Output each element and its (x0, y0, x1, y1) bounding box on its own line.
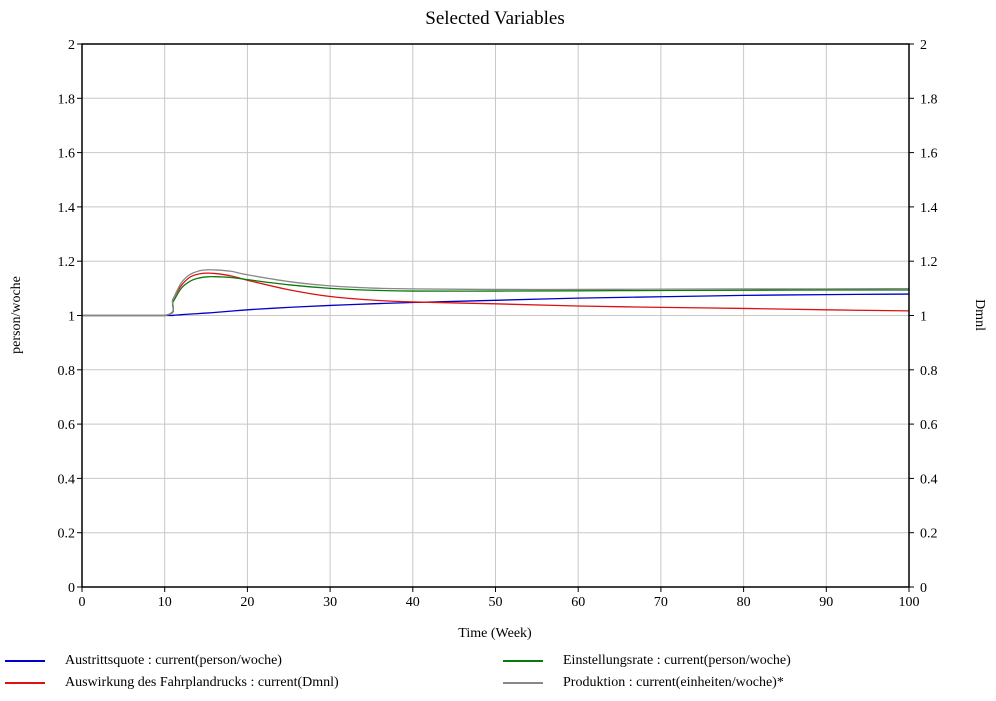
legend-label: Austrittsquote : current(person/woche) (65, 653, 282, 668)
x-tick-label: 30 (323, 595, 337, 610)
x-tick-label: 20 (240, 595, 254, 610)
y-tick-label-left: 1.2 (58, 255, 76, 270)
y-tick-label-right: 1 (920, 310, 927, 325)
series-line-4 (82, 269, 910, 317)
legend-label: Auswirkung des Fahrplandrucks : current(… (65, 675, 339, 690)
y-tick-label-right: 1.6 (920, 147, 938, 162)
y-axis-right-ticks: 0 0.2 0.4 0.6 0.8 1 1.2 1.4 1.6 1.8 2 (909, 38, 938, 596)
legend-item: Austrittsquote : current(person/woche) (5, 650, 282, 672)
y-tick-label-left: 0.4 (58, 472, 76, 487)
y-tick-label-right: 0.6 (920, 418, 938, 433)
y-tick-label-right: 0.8 (920, 364, 938, 379)
x-axis-label: Time (Week) (458, 626, 532, 641)
series-layer (82, 269, 910, 317)
x-tick-label: 70 (654, 595, 668, 610)
y-tick-label-left: 2 (68, 38, 75, 53)
legend: Austrittsquote : current(person/woche) A… (0, 650, 996, 696)
grid (81, 43, 910, 588)
x-tick-label: 10 (158, 595, 172, 610)
legend-swatch (503, 660, 543, 662)
series-line-3 (82, 275, 910, 317)
x-axis-ticks: 0 10 20 30 40 50 60 70 80 90 100 (79, 587, 920, 610)
legend-item: Einstellungsrate : current(person/woche) (503, 650, 791, 672)
legend-swatch (5, 682, 45, 684)
chart-title: Selected Variables (425, 8, 564, 29)
y-tick-label-right: 1.8 (920, 92, 938, 107)
y-axis-left-label: person/woche (9, 276, 24, 354)
y-tick-label-left: 1.4 (58, 201, 76, 216)
legend-label: Produktion : current(einheiten/woche)* (563, 675, 784, 690)
y-tick-label-left: 0.6 (58, 418, 76, 433)
x-tick-label: 40 (406, 595, 420, 610)
x-tick-label: 90 (819, 595, 833, 610)
legend-item: Produktion : current(einheiten/woche)* (503, 672, 784, 694)
legend-label: Einstellungsrate : current(person/woche) (563, 653, 791, 668)
y-tick-label-left: 0 (68, 581, 75, 596)
legend-swatch (503, 682, 543, 684)
y-tick-label-left: 1.8 (58, 92, 76, 107)
legend-swatch (5, 660, 45, 662)
y-tick-label-left: 1.6 (58, 147, 76, 162)
x-tick-label: 0 (79, 595, 86, 610)
y-tick-label-left: 1 (68, 310, 75, 325)
y-tick-label-right: 0 (920, 581, 927, 596)
y-axis-right-label: Dmnl (972, 299, 987, 331)
y-axis-left-ticks: 0 0.2 0.4 0.6 0.8 1 1.2 1.4 1.6 1.8 2 (58, 38, 82, 596)
y-tick-label-right: 1.2 (920, 255, 938, 270)
y-tick-label-right: 2 (920, 38, 927, 53)
x-tick-label: 60 (571, 595, 585, 610)
y-tick-label-left: 0.2 (58, 527, 76, 542)
y-tick-label-right: 0.2 (920, 527, 938, 542)
y-tick-label-right: 1.4 (920, 201, 938, 216)
legend-item: Auswirkung des Fahrplandrucks : current(… (5, 672, 339, 694)
y-tick-label-right: 0.4 (920, 472, 938, 487)
series-line-2 (82, 272, 910, 317)
x-tick-label: 100 (899, 595, 920, 610)
x-tick-label: 80 (737, 595, 751, 610)
series-line-1 (82, 293, 910, 317)
x-tick-label: 50 (489, 595, 503, 610)
y-tick-label-left: 0.8 (58, 364, 76, 379)
